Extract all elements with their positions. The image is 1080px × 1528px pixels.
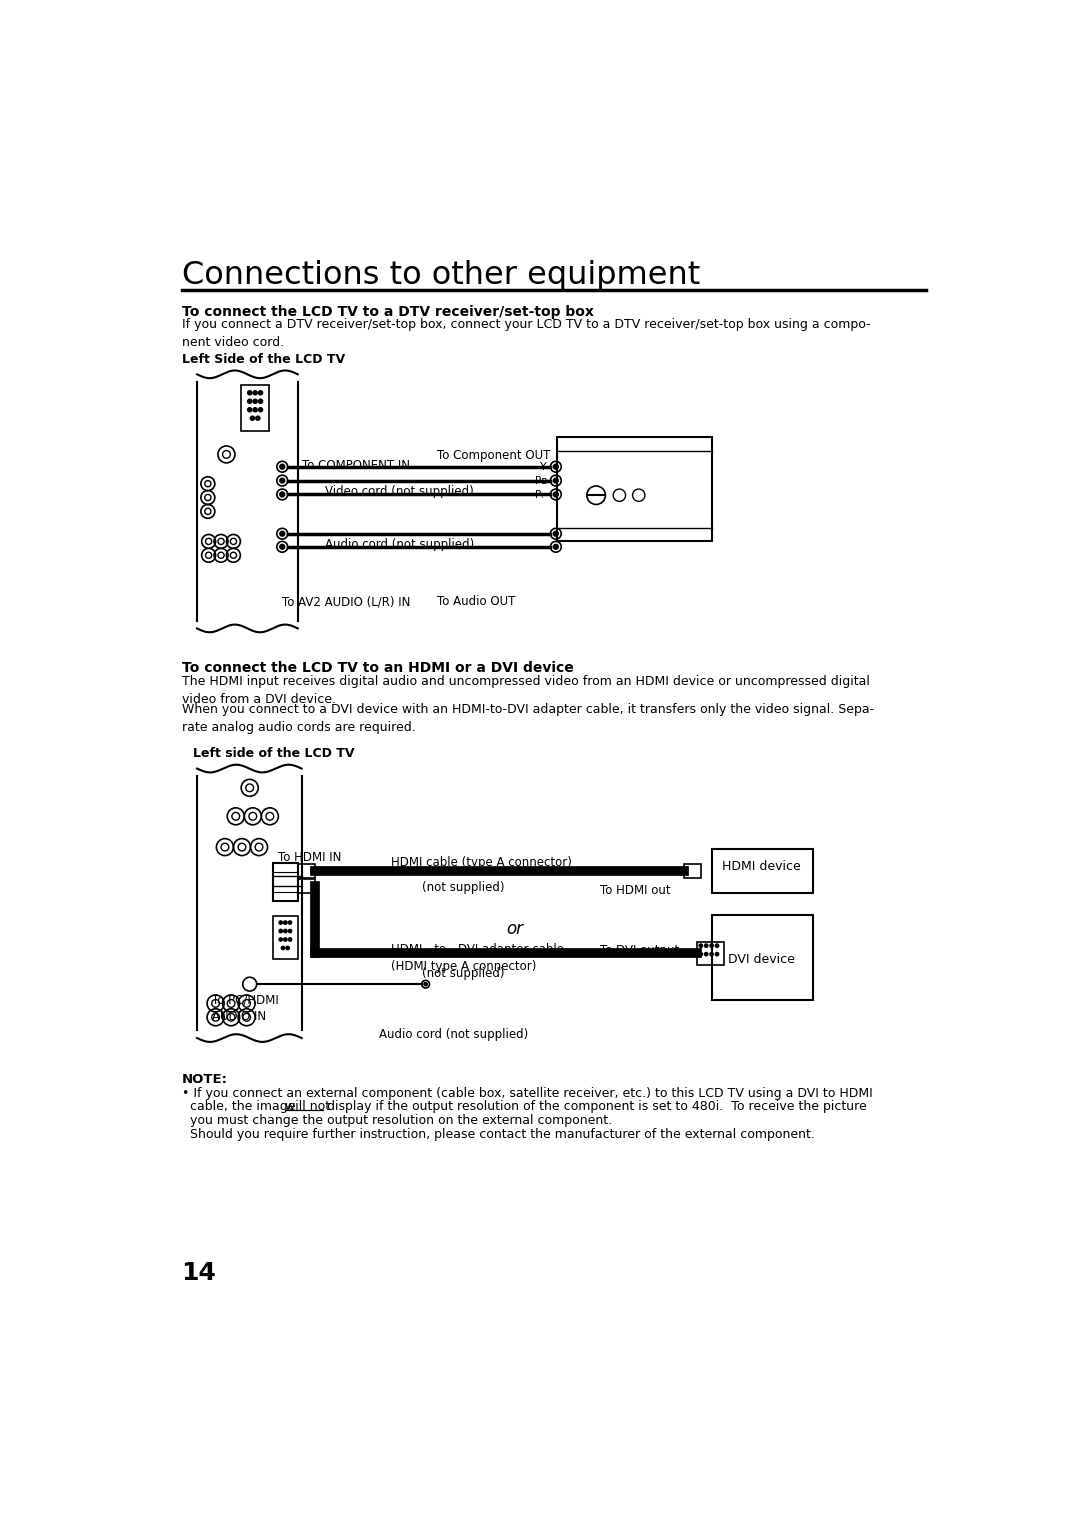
Circle shape [554, 478, 558, 483]
Circle shape [699, 952, 702, 955]
Circle shape [715, 952, 718, 955]
Bar [713, 850, 813, 892]
Text: When you connect to a DVI device with an HDMI-to-DVI adapter cable, it transfers: When you connect to a DVI device with an… [181, 703, 874, 733]
Circle shape [247, 399, 252, 403]
Bar [557, 437, 713, 541]
Text: To DVI output: To DVI output [600, 944, 679, 957]
Circle shape [288, 929, 292, 932]
Circle shape [710, 952, 713, 955]
Circle shape [279, 938, 282, 941]
Text: 14: 14 [181, 1261, 216, 1285]
Text: To HDMI IN: To HDMI IN [279, 851, 341, 863]
Circle shape [699, 944, 702, 947]
Text: cable, the image: cable, the image [181, 1100, 299, 1114]
Circle shape [280, 492, 284, 497]
Text: DVI device: DVI device [728, 953, 795, 966]
Circle shape [284, 929, 287, 932]
Text: Should you require further instruction, please contact the manufacturer of the e: Should you require further instruction, … [181, 1128, 814, 1141]
Circle shape [284, 921, 287, 924]
Text: will not: will not [285, 1100, 330, 1114]
Circle shape [253, 399, 257, 403]
Circle shape [554, 532, 558, 536]
Text: To Component OUT: To Component OUT [437, 449, 551, 461]
Text: you must change the output resolution on the external component.: you must change the output resolution on… [181, 1114, 611, 1128]
Text: NOTE:: NOTE: [181, 1073, 228, 1086]
Circle shape [554, 544, 558, 549]
Text: To HDMI out: To HDMI out [600, 885, 671, 897]
Text: If you connect a DTV receiver/set-top box, connect your LCD TV to a DTV receiver: If you connect a DTV receiver/set-top bo… [181, 318, 870, 348]
Circle shape [253, 391, 257, 394]
Circle shape [715, 944, 718, 947]
Bar [298, 863, 314, 879]
Bar [273, 862, 298, 902]
Text: HDMI - to - DVI adapter cable
(HDMI type A connector): HDMI - to - DVI adapter cable (HDMI type… [391, 943, 564, 973]
Circle shape [279, 921, 282, 924]
Text: display if the output resolution of the component is set to 480i.  To receive th: display if the output resolution of the … [323, 1100, 866, 1114]
Text: To AV2 AUDIO (L/R) IN: To AV2 AUDIO (L/R) IN [282, 596, 410, 608]
Circle shape [256, 416, 260, 420]
Text: HDMI device: HDMI device [721, 860, 800, 872]
Circle shape [288, 938, 292, 941]
Circle shape [247, 408, 252, 411]
Circle shape [286, 946, 289, 949]
Text: To COMPONENT IN: To COMPONENT IN [301, 458, 409, 472]
Bar [697, 941, 724, 964]
Text: or: or [507, 920, 523, 938]
Bar [241, 385, 269, 431]
Circle shape [280, 532, 284, 536]
Circle shape [554, 465, 558, 469]
Text: The HDMI input receives digital audio and uncompressed video from an HDMI device: The HDMI input receives digital audio an… [181, 675, 869, 706]
Circle shape [280, 465, 284, 469]
Bar [713, 915, 813, 999]
Circle shape [284, 938, 287, 941]
Text: Video cord (not supplied): Video cord (not supplied) [325, 486, 474, 498]
Circle shape [279, 929, 282, 932]
Bar [273, 917, 298, 958]
Text: Pʙ: Pʙ [535, 475, 548, 486]
Text: Left Side of the LCD TV: Left Side of the LCD TV [181, 353, 345, 365]
Text: To Audio OUT: To Audio OUT [437, 596, 515, 608]
Circle shape [251, 416, 255, 420]
Text: Connections to other equipment: Connections to other equipment [181, 260, 700, 292]
Text: Left side of the LCD TV: Left side of the LCD TV [193, 747, 354, 759]
Circle shape [704, 952, 707, 955]
Text: Audio cord (not supplied): Audio cord (not supplied) [325, 538, 474, 550]
Circle shape [280, 544, 284, 549]
Bar [684, 863, 701, 879]
Text: (not supplied): (not supplied) [422, 967, 504, 981]
Text: (not supplied): (not supplied) [422, 882, 504, 894]
Circle shape [253, 408, 257, 411]
Circle shape [247, 391, 252, 394]
Circle shape [704, 944, 707, 947]
Text: To PC/HDMI
AUDIO IN: To PC/HDMI AUDIO IN [213, 993, 280, 1024]
Circle shape [288, 921, 292, 924]
Text: To connect the LCD TV to an HDMI or a DVI device: To connect the LCD TV to an HDMI or a DV… [181, 660, 573, 675]
Circle shape [258, 391, 262, 394]
Text: HDMI cable (type A connector): HDMI cable (type A connector) [391, 856, 571, 868]
Text: • If you connect an external component (cable box, satellite receiver, etc.) to : • If you connect an external component (… [181, 1086, 873, 1100]
Bar [298, 879, 314, 892]
Circle shape [424, 983, 428, 986]
Circle shape [258, 408, 262, 411]
Text: Y: Y [540, 461, 546, 472]
Circle shape [280, 478, 284, 483]
Circle shape [554, 492, 558, 497]
Circle shape [258, 399, 262, 403]
Circle shape [282, 946, 284, 949]
Text: Audio cord (not supplied): Audio cord (not supplied) [379, 1028, 528, 1041]
Text: Pᵣ: Pᵣ [535, 490, 544, 500]
Circle shape [710, 944, 713, 947]
Text: To connect the LCD TV to a DTV receiver/set-top box: To connect the LCD TV to a DTV receiver/… [181, 306, 593, 319]
